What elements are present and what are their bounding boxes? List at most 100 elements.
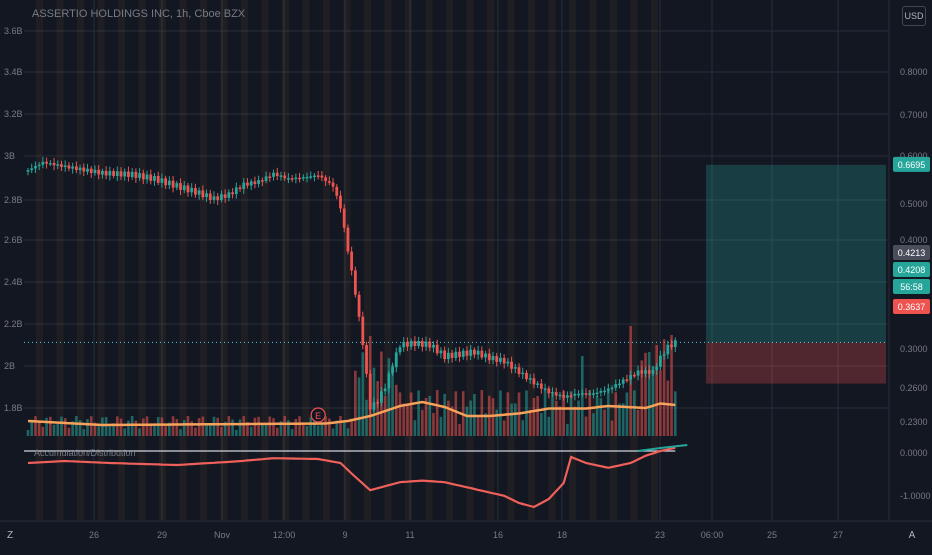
volume-bar — [194, 427, 197, 436]
candle-body — [491, 356, 495, 361]
session-stripe — [159, 0, 166, 520]
candle-body — [309, 176, 313, 178]
candle — [264, 171, 268, 184]
candle — [104, 166, 108, 180]
candle — [391, 362, 394, 376]
candle-body — [458, 351, 461, 357]
axes: 3.6B 3.4B 3.2B 3B 2.8B 2.6B 2.4B 2.2B 2B 1.8B 0.80… — [0, 0, 932, 541]
candle-body — [316, 175, 320, 177]
countdown-badge — [893, 279, 930, 294]
candle-body — [361, 316, 365, 345]
time-axis-label: 25 — [767, 530, 777, 540]
volume-bar — [164, 426, 167, 436]
candle — [186, 182, 190, 197]
volume-bar — [566, 423, 569, 436]
candle-body — [528, 378, 532, 380]
volume-bar — [421, 409, 424, 436]
volume-bar — [171, 416, 175, 436]
candle — [577, 390, 580, 399]
candle — [119, 167, 123, 180]
ad-line-recent — [637, 444, 688, 452]
position-profit-zone[interactable] — [706, 164, 886, 343]
candle — [372, 397, 376, 412]
candle — [108, 166, 112, 181]
candle-body — [580, 393, 584, 395]
candle-body — [89, 168, 93, 173]
candle-body — [268, 176, 272, 178]
candle-body — [662, 354, 666, 356]
left-axis-label: 2.8B — [4, 195, 23, 205]
candle — [465, 346, 469, 361]
candle — [588, 390, 592, 396]
candle — [257, 175, 261, 188]
volume-bar — [670, 335, 673, 436]
candle — [636, 365, 640, 381]
session-stripe — [56, 0, 64, 520]
position-loss-zone[interactable] — [706, 342, 886, 384]
volume-bar — [614, 392, 618, 436]
volume-bar — [465, 406, 469, 436]
candle — [439, 347, 443, 359]
candle-body — [432, 344, 435, 348]
volume-bar — [257, 416, 260, 436]
candle — [238, 184, 242, 192]
candle — [666, 340, 670, 360]
volume-bar — [275, 427, 279, 436]
zoom-icon[interactable]: Z — [7, 530, 13, 541]
candle — [324, 175, 327, 186]
volume-bar — [357, 377, 361, 436]
candle — [536, 381, 540, 389]
volume-bar — [402, 403, 406, 436]
volume-bar — [63, 418, 67, 436]
volume-bar — [216, 417, 220, 436]
price-axis-label: 0.2600 — [900, 383, 928, 393]
price-axis-label: 0.3000 — [900, 344, 928, 354]
volume-bar — [439, 416, 443, 436]
session-stripe — [466, 0, 474, 520]
session-stripe — [118, 0, 125, 520]
candle — [74, 161, 78, 174]
volume-bar — [394, 384, 398, 436]
price-axis-label: 0.0000 — [900, 448, 928, 458]
stop-price-badge-text: 0.3637 — [898, 302, 926, 312]
candle-body — [614, 384, 618, 388]
candle — [220, 190, 223, 203]
candle — [223, 189, 227, 203]
candle-body — [201, 190, 205, 198]
candle — [335, 184, 339, 200]
candle-body — [249, 181, 253, 186]
volume-bar — [450, 406, 454, 436]
candle-body — [618, 383, 621, 386]
candle — [167, 176, 171, 190]
candle — [644, 367, 647, 378]
candle-body — [588, 393, 592, 395]
volume-bar — [261, 424, 264, 436]
candle-body — [190, 187, 194, 193]
price-axis-label: 0.6000 — [900, 151, 928, 161]
session-stripe — [487, 0, 494, 520]
candle-body — [220, 194, 223, 201]
earnings-marker[interactable] — [310, 407, 326, 423]
volume-bar — [543, 390, 547, 436]
candle-body — [480, 350, 484, 358]
volume-bar — [584, 416, 588, 436]
current-price-badge-text: 0.4208 — [898, 265, 926, 275]
candle — [26, 168, 30, 176]
candle — [368, 369, 372, 415]
candle-body — [391, 367, 394, 374]
currency-button[interactable]: USD — [902, 6, 926, 26]
candle — [197, 187, 201, 200]
candle — [201, 185, 205, 200]
time-axis-label: 9 — [342, 530, 347, 540]
candle-body — [324, 177, 327, 182]
candle-body — [283, 175, 287, 179]
candle — [287, 173, 290, 184]
candle-body — [167, 180, 171, 186]
candle-body — [372, 402, 376, 410]
auto-scale-icon[interactable]: A — [909, 530, 916, 541]
session-stripe — [630, 0, 638, 520]
session-stripe — [528, 0, 535, 520]
candle — [420, 337, 424, 352]
